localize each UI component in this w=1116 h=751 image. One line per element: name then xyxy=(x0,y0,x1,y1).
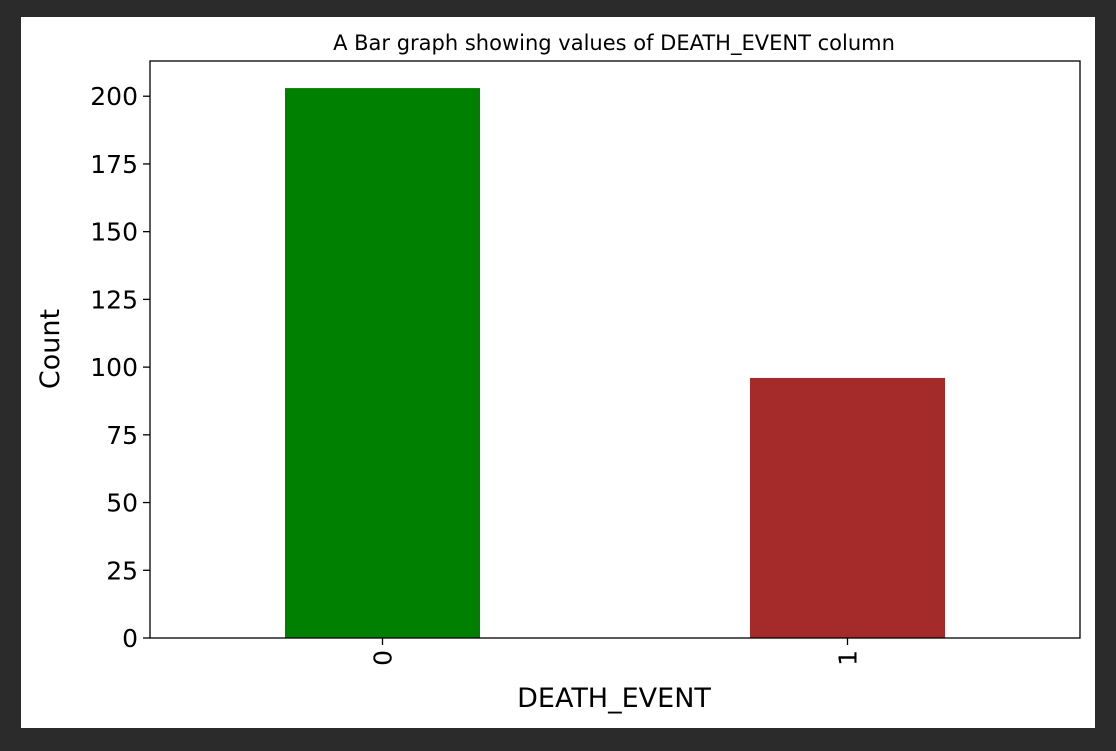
y-tick-label-100: 100 xyxy=(90,353,138,382)
y-tick-label-175: 175 xyxy=(90,150,138,179)
plot-canvas: A Bar graph showing values of DEATH_EVEN… xyxy=(21,17,1095,728)
bars-layer xyxy=(285,88,945,638)
y-axis-label: Count xyxy=(35,309,66,389)
y-tick-label-75: 75 xyxy=(106,421,138,450)
y-tick-label-50: 50 xyxy=(106,489,138,518)
chart-title: A Bar graph showing values of DEATH_EVEN… xyxy=(333,31,895,56)
y-tick-label-150: 150 xyxy=(90,218,138,247)
y-tick-label-25: 25 xyxy=(106,556,138,585)
y-tick-label-200: 200 xyxy=(90,82,138,111)
y-tick-label-0: 0 xyxy=(122,624,138,653)
x-tick-label-1: 1 xyxy=(834,650,863,666)
axes-frame xyxy=(149,60,1081,639)
bar-chart: A Bar graph showing values of DEATH_EVEN… xyxy=(35,31,1081,714)
bar-0 xyxy=(285,88,480,638)
y-axis-ticks: 0 25 50 75 100 125 150 175 200 xyxy=(90,82,150,653)
x-axis-label: DEATH_EVENT xyxy=(517,683,711,714)
x-tick-label-0: 0 xyxy=(369,650,398,666)
bar-1 xyxy=(750,377,945,638)
y-tick-label-125: 125 xyxy=(90,285,138,314)
